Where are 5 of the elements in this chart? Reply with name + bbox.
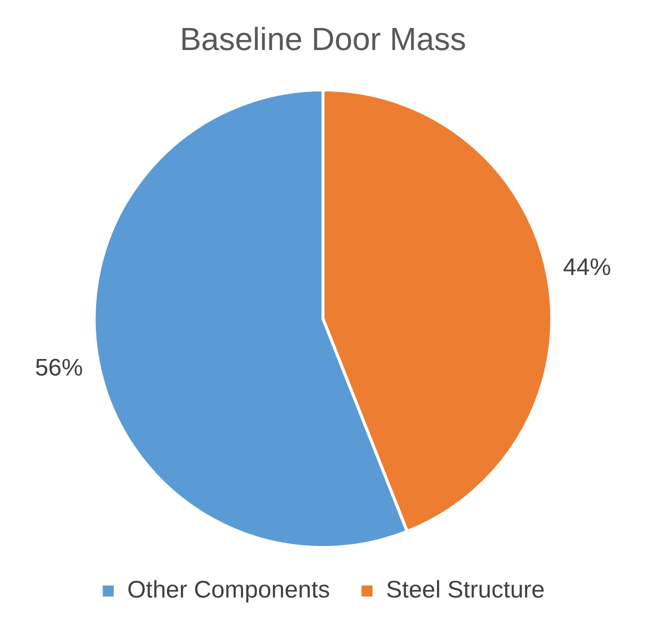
data-label: 44%: [563, 254, 612, 281]
data-label: 56%: [34, 354, 83, 382]
legend-label: Other Components: [127, 576, 330, 604]
legend-label: Steel Structure: [386, 576, 545, 604]
chart-title: Baseline Door Mass: [180, 21, 466, 58]
